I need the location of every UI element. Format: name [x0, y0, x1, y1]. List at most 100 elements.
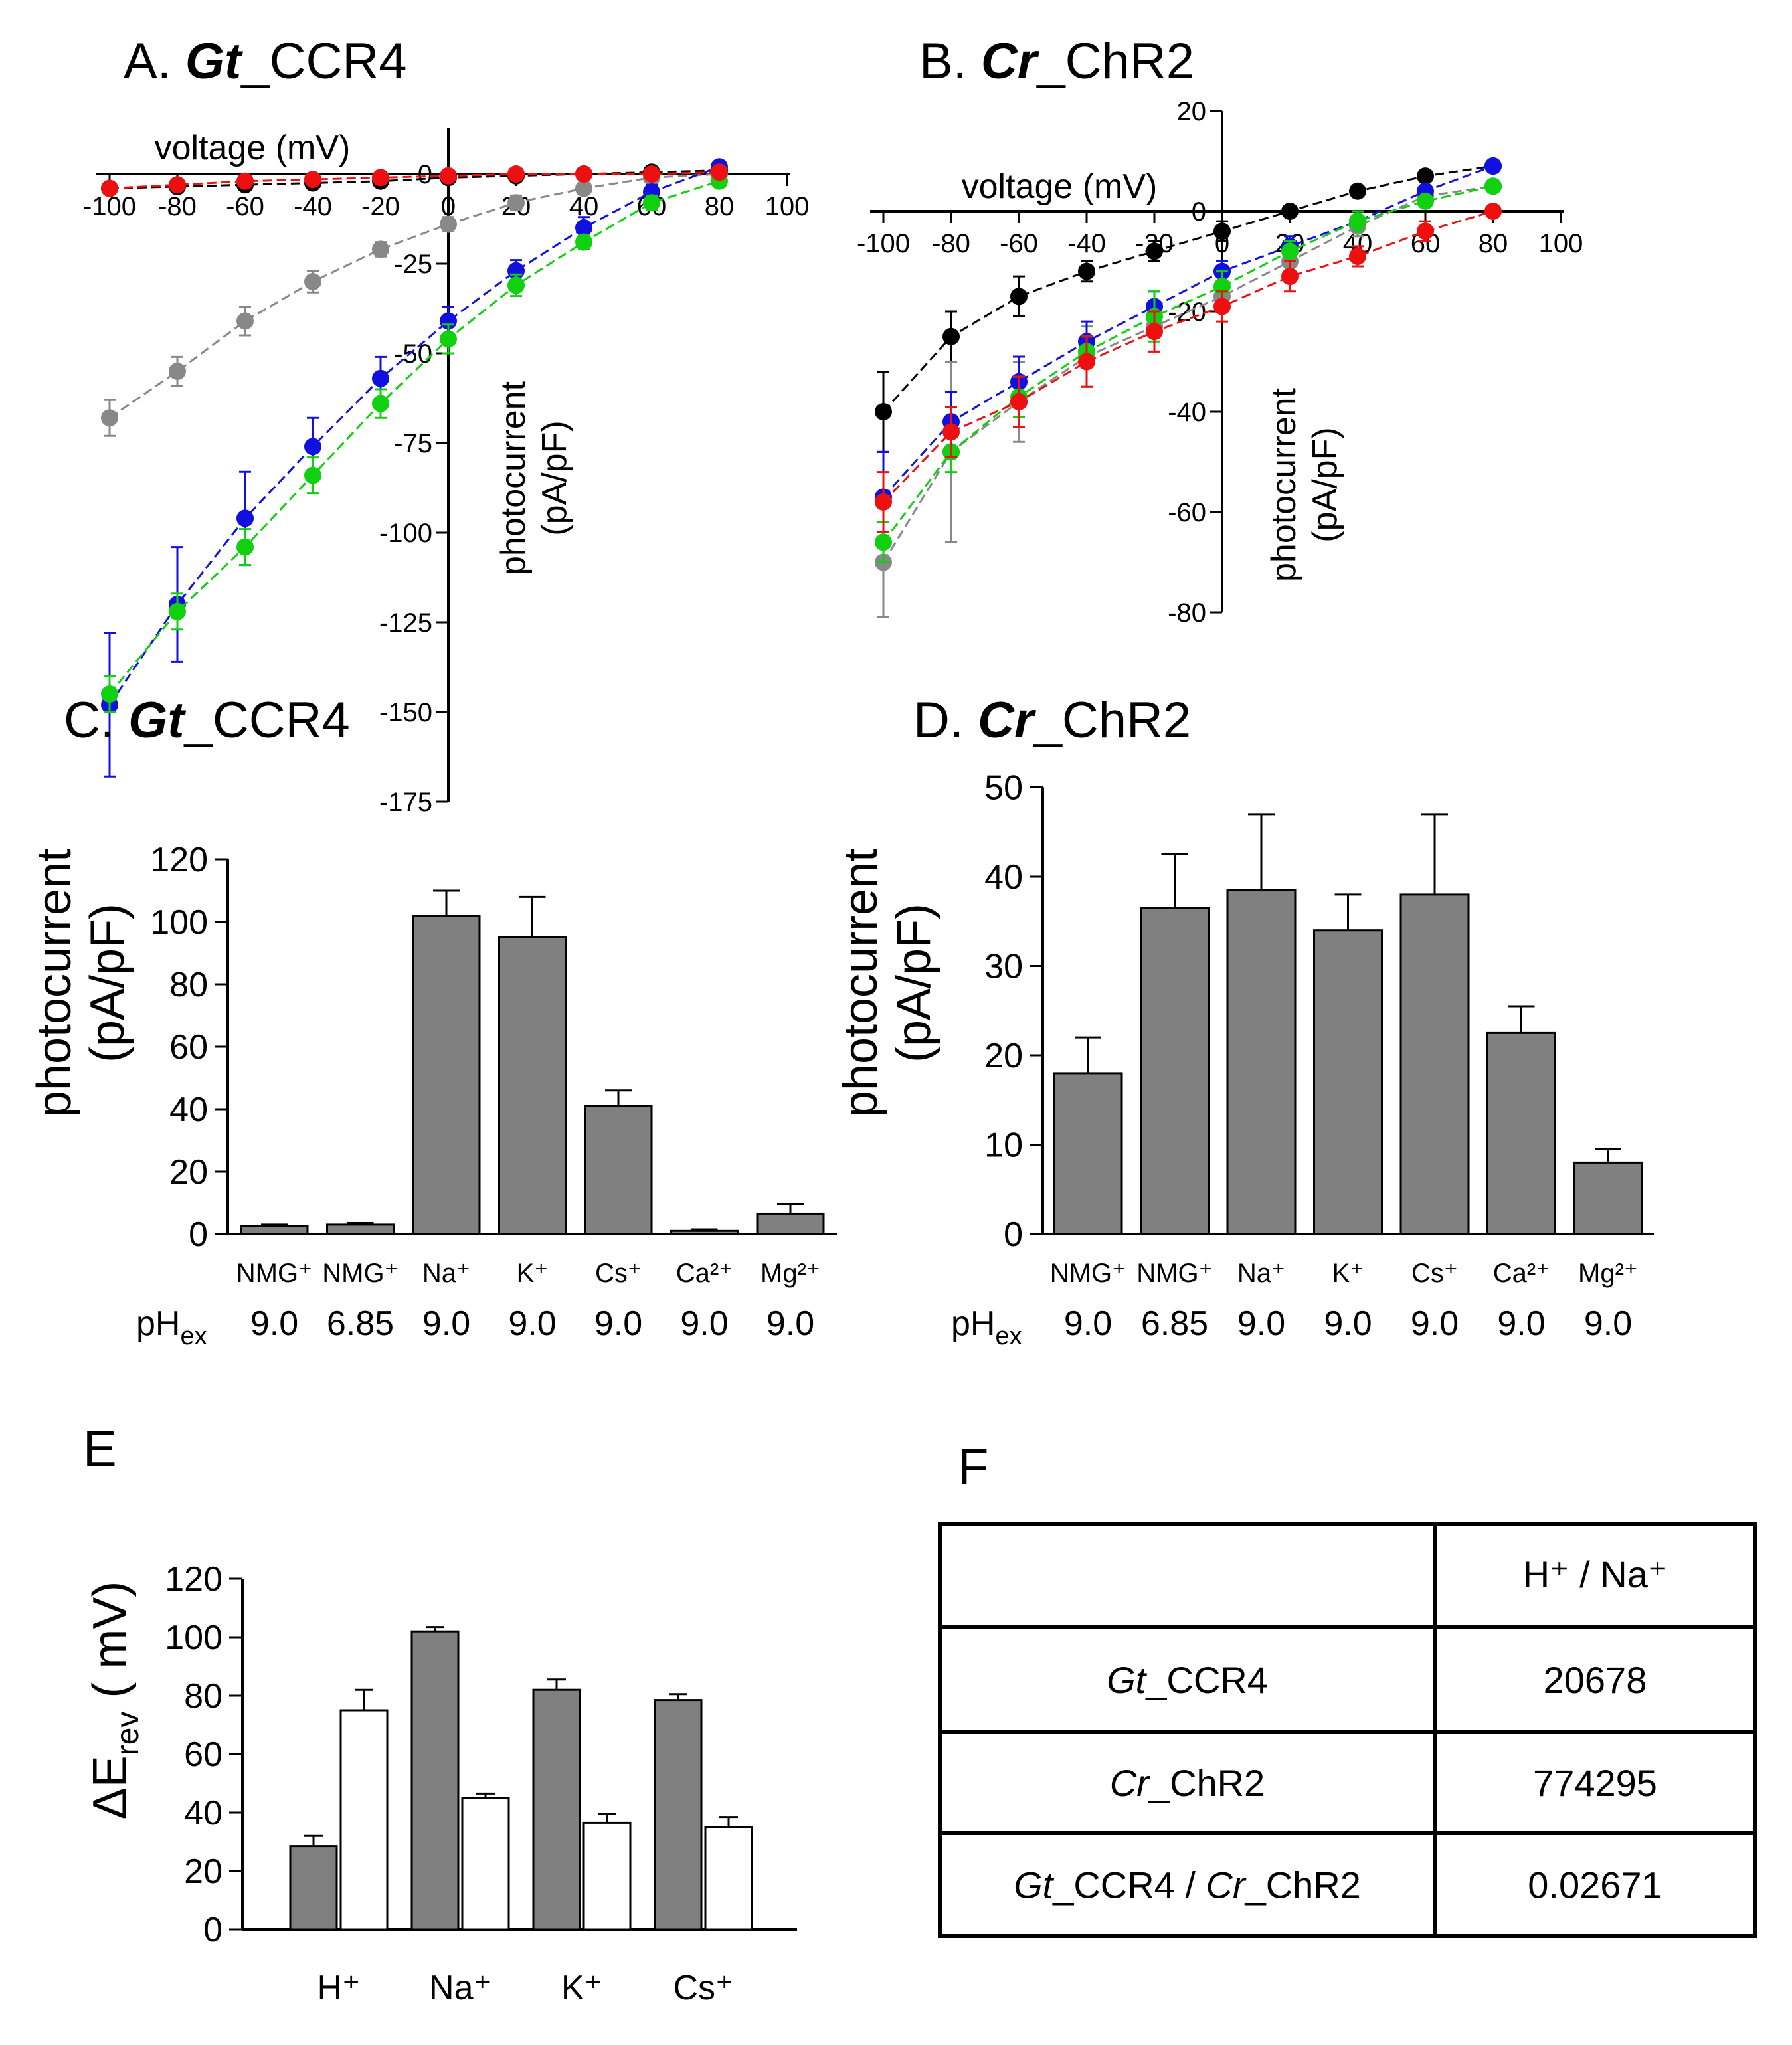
x-tick-label: 100: [765, 192, 810, 221]
data-point: [236, 509, 254, 527]
category-label: Cs⁺: [673, 1969, 734, 2007]
y-axis-label: photocurrent(pA/pF): [28, 849, 134, 1117]
ph-value: 6.85: [327, 1304, 394, 1343]
x-tick-label: 80: [1478, 229, 1508, 258]
bar: [326, 1223, 395, 1235]
data-point: [942, 423, 960, 441]
panel-title: B. Cr_ChR2: [919, 33, 1194, 90]
y-axis-label: photocurrent(pA/pF): [1265, 387, 1344, 582]
y-tick-label: 20: [984, 1037, 1023, 1075]
data-point: [1349, 247, 1366, 265]
panel-title: A. Gt_CCR4: [124, 33, 407, 90]
data-point: [169, 602, 186, 620]
x-axis-label: voltage (mV): [962, 167, 1158, 206]
title-italic: Gt: [185, 33, 243, 90]
data-point: [1078, 353, 1095, 371]
y-tick-label: -150: [379, 698, 432, 727]
category-label: Ca²⁺: [676, 1259, 733, 1288]
x-tick-label: -80: [932, 229, 970, 258]
y-ticks: 0 10 20 30 40 50: [984, 769, 1043, 1254]
bar: [461, 1797, 510, 1931]
category-label: K⁺: [517, 1259, 549, 1288]
y-axis-label-line1: photocurrent: [28, 849, 81, 1117]
bar: [1140, 907, 1210, 1235]
data-point: [304, 438, 321, 456]
data-point: [875, 403, 892, 420]
table-row-label: Cr_ChR2: [1110, 1762, 1265, 1804]
bar: [670, 1229, 739, 1235]
data-point: [1281, 242, 1299, 260]
category-label: NMG⁺: [1050, 1259, 1126, 1288]
data-point: [575, 179, 592, 197]
x-tick-label: -60: [226, 192, 264, 221]
data-point: [575, 165, 592, 183]
bar-open: [582, 1813, 632, 1931]
data-point: [304, 273, 321, 290]
series-line: [882, 165, 1494, 413]
ph-value: 9.0: [1411, 1304, 1459, 1343]
label-part: _ChR2: [1245, 1864, 1361, 1906]
category-label: NMG⁺: [322, 1259, 398, 1288]
y-label-main: ΔE: [84, 1755, 137, 1819]
data-point: [643, 165, 660, 183]
data-point: [1213, 222, 1231, 240]
table-row-label: Gt_CCR4 / Cr_ChR2: [1014, 1864, 1361, 1906]
y-tick-label: 40: [169, 1091, 208, 1129]
y-tick-label: -175: [379, 788, 432, 817]
ph-value: 9.0: [250, 1304, 298, 1343]
bar: [498, 936, 567, 1235]
category-label: K⁺: [1332, 1259, 1364, 1288]
y-tick-label: 10: [984, 1126, 1023, 1165]
data-point: [169, 176, 186, 194]
panel-a: -100-80-60-40-200204060801000-25-50-75-1…: [83, 128, 809, 817]
ph-value: 9.0: [1497, 1304, 1545, 1343]
series-red: [101, 163, 728, 197]
bar: [1399, 893, 1470, 1235]
y-ticks: 0 -25 -50 -75 -100 -125 -150 -175: [379, 160, 448, 817]
y-tick-label: 100: [150, 903, 208, 942]
category-label: Na⁺: [422, 1259, 470, 1288]
table-row-label: Gt_CCR4: [1107, 1659, 1268, 1701]
bar: [582, 1821, 632, 1931]
y-axis-label: ΔErev ( mV): [84, 1581, 145, 1820]
y-tick-label: 20: [169, 1153, 208, 1192]
y-tick-label: -75: [394, 429, 432, 458]
category-label: NMG⁺: [1136, 1259, 1212, 1288]
title-prefix: B.: [919, 33, 981, 90]
x-axis-label: voltage (mV): [155, 129, 351, 167]
data-point: [101, 685, 118, 703]
y-tick-label: 20: [184, 1852, 223, 1891]
title-rest: _ChR2: [1033, 692, 1192, 749]
bar-open: [339, 1688, 389, 1931]
data-point: [575, 233, 592, 251]
category-label: NMG⁺: [236, 1259, 312, 1288]
data-point: [507, 194, 525, 212]
ph-value: 9.0: [1237, 1304, 1285, 1343]
y-ticks: 0 20 40 60 80 100 120: [150, 841, 228, 1254]
title-rest: _ChR2: [1035, 33, 1194, 90]
bars: [1053, 813, 1643, 1235]
y-axis-label-line2: (pA/pF): [1306, 427, 1344, 542]
category-label: Na⁺: [1237, 1259, 1285, 1288]
y-axis-label-line1: photocurrent: [834, 849, 887, 1117]
y-ticks: 200-20-40-60-80: [1168, 97, 1222, 628]
table-header: H⁺ / Na⁺: [1523, 1554, 1668, 1595]
y-tick-label: 30: [984, 948, 1023, 986]
bar: [412, 915, 481, 1235]
y-axis-label-line1: photocurrent: [1265, 387, 1303, 582]
label-part: _CCR4 /: [1052, 1864, 1206, 1906]
data-point: [1281, 268, 1299, 286]
data-point: [643, 194, 660, 212]
category-label: Na⁺: [429, 1969, 492, 2007]
data-point: [507, 276, 525, 294]
panel-e: 0 20 40 60 80 100 120 ΔErev ( mV) H⁺ Na⁺ K⁺ Cs⁺: [84, 1560, 797, 2007]
label-part: Cr: [1110, 1762, 1150, 1804]
bar: [532, 1688, 581, 1931]
panel-c: 0 20 40 60 80 100 120 photocurrent(pA/pF) NMG⁺ 9.…: [28, 841, 837, 1350]
category-label: Cs⁺: [595, 1259, 642, 1288]
bars: [240, 889, 825, 1235]
bar: [1226, 889, 1297, 1235]
y-axis-label-line2: (pA/pF): [887, 903, 941, 1063]
bar-open: [461, 1792, 510, 1931]
